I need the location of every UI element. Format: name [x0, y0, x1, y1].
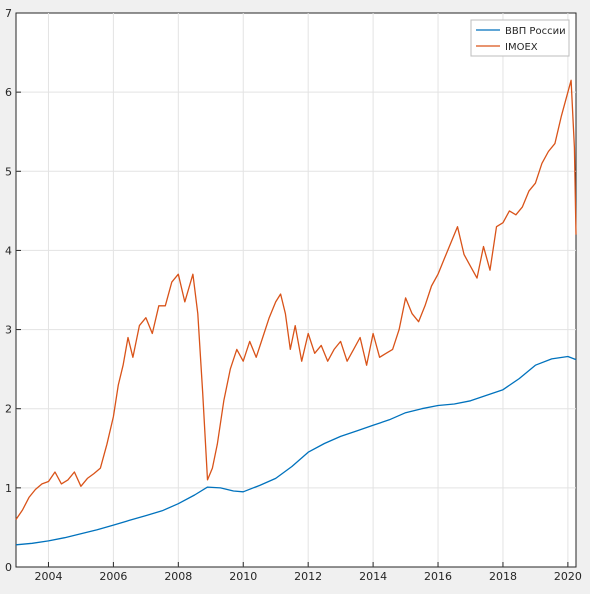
legend: ВВП России IMOEX [470, 19, 570, 57]
x-tick-label: 2010 [229, 570, 257, 583]
plot-area [15, 12, 577, 568]
x-tick-label: 2012 [294, 570, 322, 583]
x-tick-label: 2004 [34, 570, 62, 583]
x-tick-label: 2006 [99, 570, 127, 583]
x-tick-label: 2014 [359, 570, 387, 583]
y-tick-label: 5 [5, 165, 12, 178]
y-tick-label: 1 [5, 482, 12, 495]
y-tick-label: 3 [5, 324, 12, 337]
x-tick-label: 2020 [554, 570, 582, 583]
series-layer [15, 79, 577, 546]
x-tick-label: 2016 [424, 570, 452, 583]
legend-box [470, 19, 570, 57]
y-tick-label: 4 [5, 244, 12, 257]
y-tick-label: 7 [5, 7, 12, 20]
legend-label-imoex: IMOEX [505, 42, 538, 53]
x-tick-label: 2018 [489, 570, 517, 583]
tick-layer: 2004 2006 2008 2010 2012 2014 2016 2018 2020 0 1 2 3… [5, 7, 582, 583]
y-tick-label: 2 [5, 403, 12, 416]
legend-label-gdp: ВВП России [505, 26, 566, 37]
x-tick-label: 2008 [164, 570, 192, 583]
y-tick-label: 0 [5, 561, 12, 574]
series-line-imoex [15, 79, 577, 520]
series-line-gdp [15, 355, 577, 546]
y-tick-label: 6 [5, 86, 12, 99]
